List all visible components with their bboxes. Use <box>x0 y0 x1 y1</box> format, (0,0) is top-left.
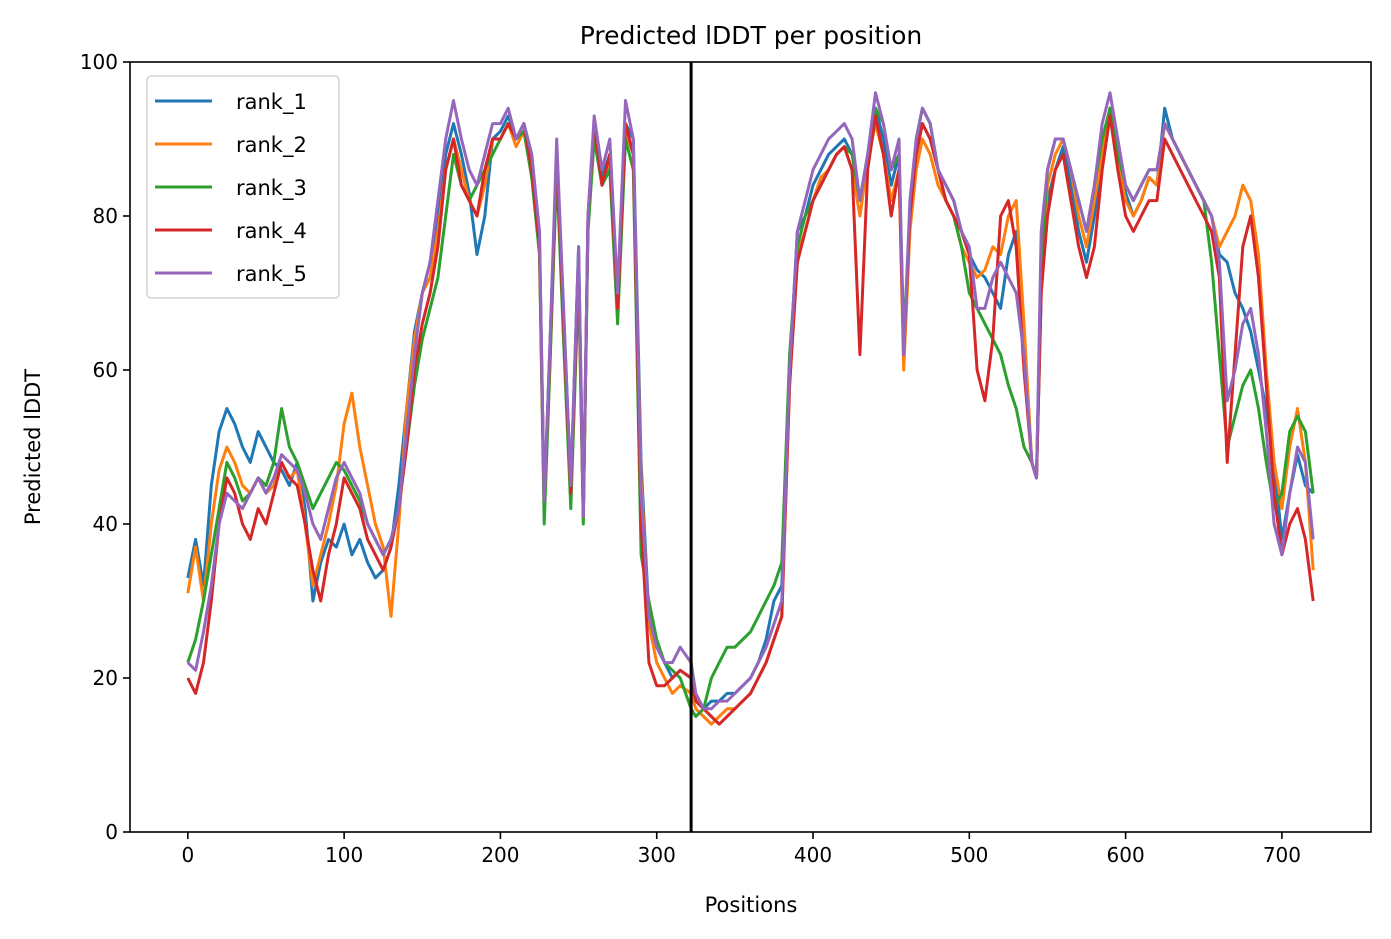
legend-label-rank_5: rank_5 <box>236 262 307 287</box>
series-line-rank_4 <box>186 114 1315 726</box>
axes-frame <box>129 61 1372 833</box>
legend-label-rank_4: rank_4 <box>236 219 307 244</box>
y-tick-label: 100 <box>80 50 118 74</box>
legend-label-rank_1: rank_1 <box>236 90 307 115</box>
y-tick-label: 60 <box>93 358 118 382</box>
x-tick-label: 500 <box>950 843 988 867</box>
x-tick-label: 300 <box>638 843 676 867</box>
chart-title: Predicted lDDT per position <box>580 21 922 50</box>
x-tick-label: 200 <box>481 843 519 867</box>
legend-items: rank_1 rank_2 rank_3 rank_4 rank_5 <box>155 90 307 287</box>
y-tick-label: 0 <box>105 820 118 844</box>
x-axis: 0 100 200 300 400 500 600 700 <box>181 832 1301 867</box>
x-tick-label: 100 <box>325 843 363 867</box>
series-group <box>186 91 1315 726</box>
y-tick-label: 20 <box>93 666 118 690</box>
legend: rank_1 rank_2 rank_3 rank_4 rank_5 <box>146 75 340 299</box>
x-tick-label: 700 <box>1263 843 1301 867</box>
y-axis: 0 20 40 60 80 100 <box>80 50 130 844</box>
plot-area <box>129 61 1372 833</box>
y-tick-label: 40 <box>93 512 118 536</box>
x-tick-label: 600 <box>1107 843 1145 867</box>
legend-label-rank_3: rank_3 <box>236 176 307 201</box>
x-tick-label: 400 <box>794 843 832 867</box>
legend-label-rank_2: rank_2 <box>236 133 307 158</box>
series-line-rank_5 <box>186 91 1315 711</box>
x-axis-title: Positions <box>705 893 798 917</box>
y-axis-title: Predicted lDDT <box>21 369 45 525</box>
legend-box <box>146 75 340 299</box>
y-tick-label: 80 <box>93 204 118 228</box>
x-tick-label: 0 <box>181 843 194 867</box>
